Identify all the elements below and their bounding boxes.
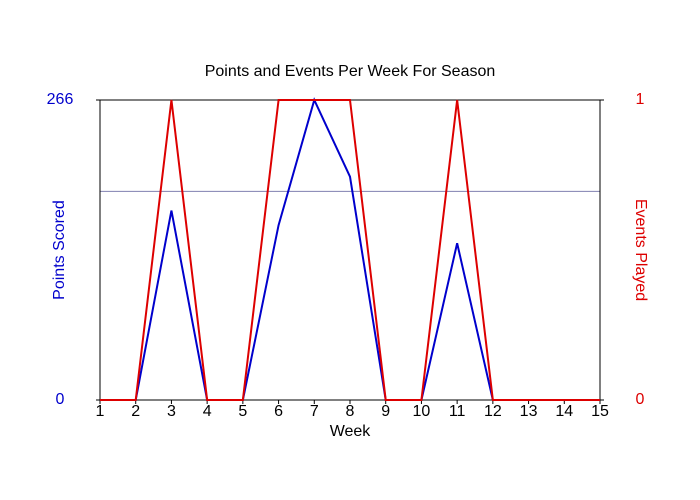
x-tick-label: 6 (274, 403, 283, 420)
y-axis-label: Points Scored (51, 200, 68, 300)
x-tick-label: 14 (555, 403, 573, 420)
x-tick-label: 13 (520, 403, 538, 420)
y-tick-label: 0 (56, 391, 65, 408)
x-tick-label: 11 (449, 403, 466, 420)
x-tick-label: 8 (346, 403, 355, 420)
y2-tick-label: 0 (636, 391, 645, 408)
x-tick-label: 12 (484, 403, 502, 420)
x-tick-label: 3 (167, 403, 176, 420)
x-tick-label: 2 (131, 403, 140, 420)
chart-title: Points and Events Per Week For Season (205, 63, 496, 80)
x-tick-label: 1 (96, 403, 105, 420)
y2-axis-label: Events Played (632, 199, 649, 301)
x-tick-label: 10 (413, 403, 431, 420)
x-tick-label: 4 (203, 403, 212, 420)
x-tick-label: 7 (310, 403, 319, 420)
x-tick-label: 15 (591, 403, 609, 420)
x-tick-label: 9 (381, 403, 390, 420)
y2-tick-label: 1 (636, 91, 645, 108)
x-tick-label: 5 (238, 403, 247, 420)
y-tick-label: 266 (47, 91, 74, 108)
x-axis-label: Week (330, 423, 372, 440)
data-line (100, 99, 600, 401)
